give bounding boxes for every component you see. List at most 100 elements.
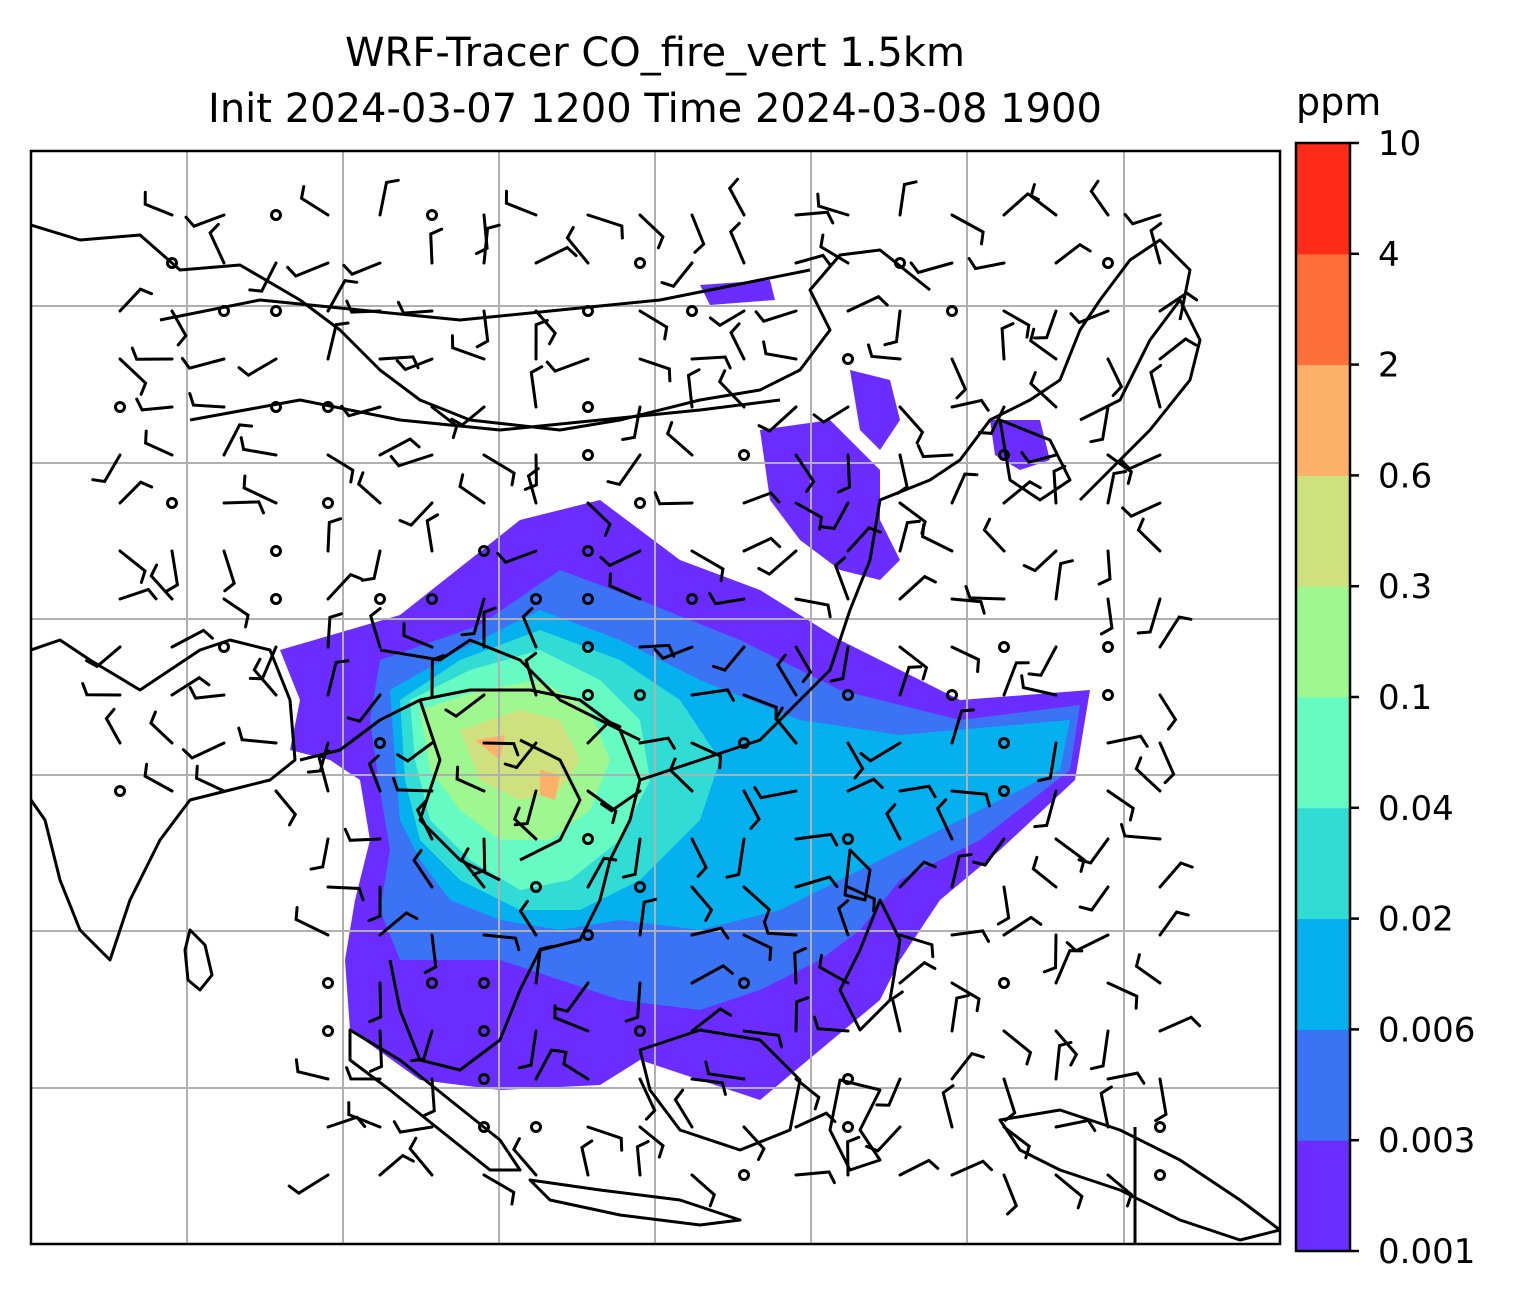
wind-barb (898, 933, 935, 959)
wind-barb (398, 501, 434, 527)
wind-barb (635, 1140, 650, 1177)
wind-barb (775, 653, 798, 697)
wind-barb (170, 675, 211, 697)
wind-barb (347, 1101, 382, 1129)
calm-wind-marker (1102, 257, 1114, 269)
wind-barb (690, 885, 714, 922)
wind-barb (757, 405, 798, 433)
wind-barb (1033, 309, 1058, 340)
wind-barb (794, 1111, 837, 1129)
plume-level-0.001-ne (700, 280, 1050, 470)
wind-barb (554, 981, 590, 1014)
wind-barb (340, 404, 382, 418)
wind-barb (1106, 734, 1149, 748)
colorbar-swatch (1296, 253, 1350, 366)
wind-barb (1123, 213, 1162, 226)
calm-wind-marker (998, 977, 1010, 989)
wind-barb (794, 645, 813, 684)
map-panel[interactable] (31, 151, 1280, 1244)
wind-barb (833, 556, 850, 601)
colorbar: 0.001 0.003 0.006 0.02 0.04 0.1 0.3 0.6 2 4 10 (1294, 124, 1475, 1272)
wind-barb (812, 405, 850, 424)
wind-barb (1089, 1029, 1110, 1071)
wind-barb (180, 357, 226, 370)
colorbar-tick-label: 4 (1378, 235, 1400, 275)
wind-barb (950, 1051, 985, 1081)
calm-wind-marker (114, 401, 126, 413)
wind-barb (252, 657, 278, 697)
wind-barb (890, 990, 904, 1033)
wind-barb (534, 245, 578, 265)
wind-barb (727, 177, 746, 217)
wind-barb (742, 536, 782, 553)
wind-barb (415, 799, 434, 841)
wind-barb (909, 261, 954, 275)
wind-barb (378, 1153, 415, 1177)
wind-barb (545, 357, 590, 373)
wind-barb (686, 368, 701, 409)
wind-barb (504, 189, 538, 217)
wind-barb (1149, 363, 1163, 409)
map-title-line2: Init 2024-03-07 1200 Time 2024-03-08 190… (208, 86, 1102, 132)
wind-barb (526, 467, 540, 505)
borneo (638, 1028, 802, 1152)
wind-barb (1077, 837, 1110, 865)
wind-barb (378, 437, 421, 457)
wind-barb (1029, 371, 1058, 409)
wind-barb (518, 899, 538, 937)
wind-barb (1069, 309, 1110, 325)
wind-barb (475, 309, 490, 349)
calm-wind-marker (218, 641, 230, 653)
wind-barb (170, 628, 214, 649)
wind-barb (135, 397, 174, 412)
wind-barb (1078, 885, 1110, 912)
sri-lanka (183, 928, 214, 992)
wind-barb (248, 261, 278, 293)
calm-wind-marker (842, 833, 854, 845)
wind-barb (794, 996, 810, 1033)
philippines (838, 898, 902, 1032)
colorbar-tick-label: 0.006 (1378, 1010, 1475, 1050)
calm-wind-marker (1102, 689, 1114, 701)
wind-barb (222, 500, 265, 515)
calm-wind-marker (738, 449, 750, 461)
wind-barb (222, 423, 254, 457)
wind-barb (222, 597, 250, 629)
new-guinea (998, 1108, 1280, 1242)
wind-barb (941, 1084, 955, 1129)
wind-barb (977, 405, 1006, 435)
wind-barb (222, 549, 236, 593)
wind-barb (921, 523, 954, 553)
wind-barb (717, 369, 746, 409)
wind-barb (396, 741, 434, 763)
wind-barb (287, 1173, 330, 1196)
wind-barb (410, 1029, 434, 1062)
colorbar-swatch (1296, 364, 1350, 476)
wind-barb (412, 849, 434, 889)
wind-barb (294, 906, 330, 937)
wind-barb (194, 764, 226, 793)
wind-barb (534, 309, 558, 346)
wind-barb (208, 222, 226, 265)
colorbar-swatch (1296, 697, 1350, 809)
wind-barb (898, 574, 937, 601)
wind-barb (846, 526, 882, 553)
plume-level-0.001-north (760, 420, 900, 580)
wind-barb (149, 563, 174, 601)
calm-wind-marker (478, 977, 490, 989)
wind-barb (1158, 741, 1176, 785)
wind-barb (482, 933, 521, 952)
calm-wind-marker (998, 449, 1010, 461)
calm-wind-marker (322, 401, 334, 413)
wind-barb (711, 645, 746, 672)
calm-wind-marker (686, 305, 698, 317)
wind-barb (444, 693, 486, 719)
wind-barb (935, 798, 954, 841)
wind-barb (653, 645, 694, 661)
plume-level-0.6 (475, 735, 560, 800)
wind-barb (742, 933, 773, 962)
wind-barb (753, 786, 798, 800)
calm-wind-marker (270, 593, 282, 605)
wind-barb (1089, 179, 1110, 217)
wind-barb (729, 322, 746, 361)
